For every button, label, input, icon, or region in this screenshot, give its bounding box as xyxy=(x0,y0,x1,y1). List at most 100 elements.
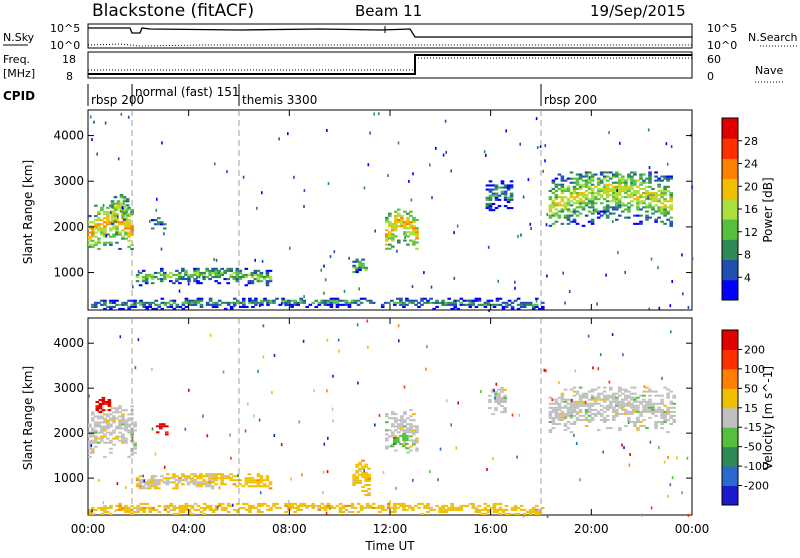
echo-cell xyxy=(187,511,192,513)
echo-cell xyxy=(118,223,122,226)
cpid-segment-label: rbsp 200 xyxy=(544,93,597,107)
echo-cell xyxy=(296,301,300,304)
echo-cell xyxy=(506,184,511,187)
echo-cell xyxy=(621,404,625,407)
echo-cell xyxy=(415,439,419,442)
echo-cell xyxy=(548,206,553,209)
echo-cell xyxy=(584,196,589,199)
echo-cell xyxy=(335,504,340,507)
echo-cell xyxy=(160,221,164,224)
echo-cell xyxy=(400,421,404,424)
echo-cell xyxy=(645,206,649,209)
echo-cell xyxy=(91,433,95,436)
echo-cell xyxy=(157,305,162,308)
echo-cell xyxy=(189,481,194,484)
echo-cell xyxy=(121,217,125,220)
echo-cell xyxy=(417,305,421,308)
echo-cell xyxy=(148,508,152,511)
echo-cell xyxy=(504,504,509,507)
scatter-point xyxy=(486,468,488,471)
echo-cell xyxy=(402,303,406,306)
echo-cell xyxy=(91,229,95,232)
echo-cell xyxy=(605,406,610,409)
echo-cell xyxy=(361,465,365,468)
echo-cell xyxy=(624,216,628,219)
echo-cell xyxy=(367,475,371,478)
echo-cell xyxy=(399,299,403,302)
scatter-point xyxy=(231,503,234,507)
echo-cell xyxy=(214,273,218,276)
scatter-point xyxy=(329,255,332,259)
echo-cell xyxy=(214,280,218,283)
echo-cell xyxy=(235,278,240,281)
echo-cell xyxy=(139,502,143,505)
echo-cell xyxy=(207,485,212,488)
echo-cell xyxy=(593,198,598,201)
echo-cell xyxy=(590,173,595,176)
echo-cell xyxy=(256,273,261,276)
echo-cell xyxy=(115,437,119,440)
echo-cell xyxy=(106,217,110,220)
echo-cell xyxy=(356,303,361,306)
echo-cell xyxy=(566,187,571,190)
scatter-point xyxy=(624,270,626,274)
echo-cell xyxy=(488,198,493,201)
echo-cell xyxy=(107,409,112,412)
echo-cell xyxy=(359,301,364,304)
echo-cell xyxy=(88,423,92,426)
echo-cell xyxy=(250,271,255,274)
echo-cell xyxy=(554,214,559,217)
echo-cell xyxy=(365,504,370,507)
echo-cell xyxy=(106,219,110,222)
scatter-point xyxy=(137,270,140,274)
echo-cell xyxy=(121,413,125,416)
echo-cell xyxy=(663,200,667,203)
scatter-point xyxy=(663,460,666,464)
echo-cell xyxy=(397,241,401,244)
freq-panel: Freq. [MHz] 18 8 60 0 Nave xyxy=(3,51,784,83)
echo-cell xyxy=(190,479,194,482)
echo-cell xyxy=(645,406,649,409)
echo-cell xyxy=(657,179,661,182)
echo-cell xyxy=(569,181,574,184)
freq-tick-top: 18 xyxy=(62,53,76,66)
echo-cell xyxy=(151,301,155,304)
echo-cell xyxy=(500,180,505,183)
echo-cell xyxy=(193,269,197,272)
echo-cell xyxy=(358,463,362,466)
echo-cell xyxy=(391,443,395,446)
echo-cell xyxy=(541,305,545,308)
echo-cell xyxy=(415,229,419,232)
echo-cell xyxy=(486,299,491,302)
echo-cell xyxy=(214,479,218,482)
echo-cell xyxy=(560,204,565,207)
echo-cell xyxy=(510,301,515,304)
scatter-point xyxy=(356,323,359,327)
echo-cell xyxy=(648,410,652,413)
echo-cell xyxy=(391,433,395,436)
echo-cell xyxy=(596,402,601,405)
echo-cell xyxy=(412,441,416,444)
echo-cell xyxy=(447,303,451,306)
echo-cell xyxy=(541,506,545,509)
echo-cell xyxy=(196,273,200,276)
echo-cell xyxy=(468,305,473,308)
echo-cell xyxy=(201,481,206,484)
echo-cell xyxy=(639,187,643,190)
echo-cell xyxy=(575,177,580,180)
echo-cell xyxy=(394,227,398,230)
echo-cell xyxy=(486,504,491,507)
echo-cell xyxy=(233,297,237,300)
echo-cell xyxy=(400,225,404,228)
echo-cell xyxy=(522,303,527,306)
echo-cell xyxy=(593,398,598,401)
echo-cell xyxy=(633,425,637,427)
echo-cell xyxy=(150,273,155,276)
echo-cell xyxy=(187,301,192,304)
echo-cell xyxy=(317,506,322,509)
echo-cell xyxy=(602,185,607,188)
echo-cell xyxy=(459,508,464,511)
echo-cell xyxy=(156,481,161,484)
